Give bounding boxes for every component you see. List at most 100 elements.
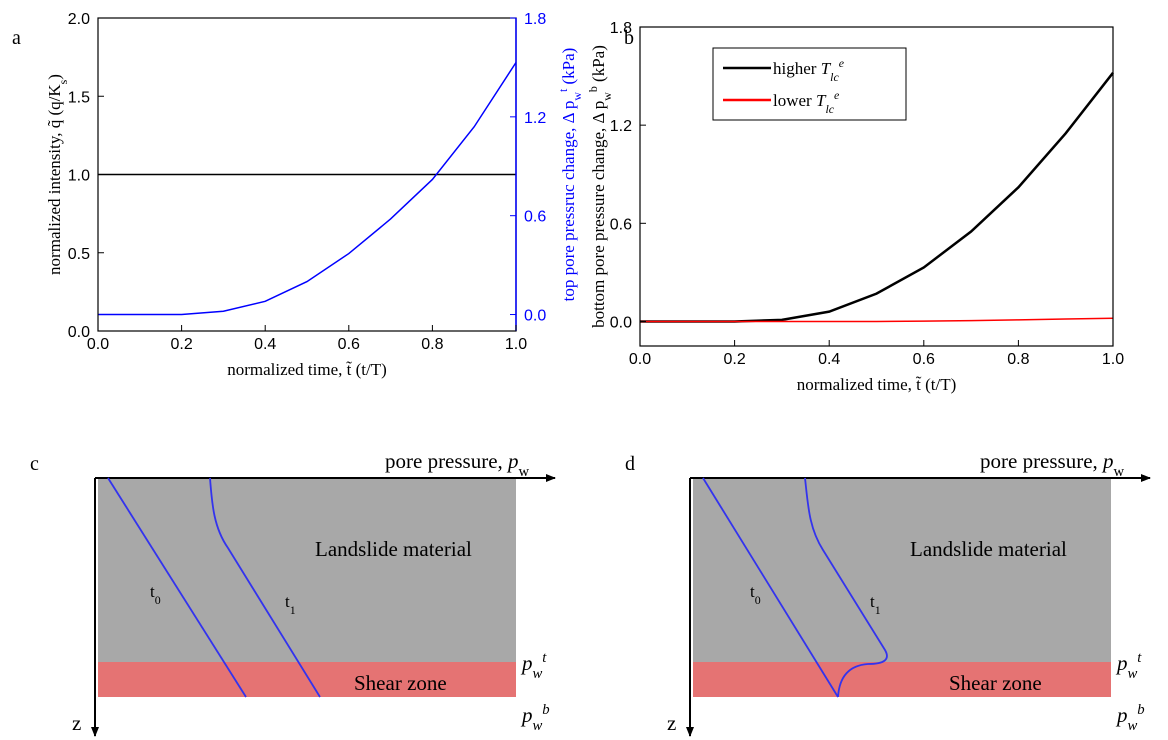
text-run: higher — [773, 59, 821, 78]
text-run: b — [542, 702, 549, 718]
data-line — [640, 317, 1114, 323]
text-run: pore pressure, — [385, 449, 508, 473]
text-run: p — [520, 703, 533, 727]
curve-label: t0 — [150, 582, 161, 607]
data-line — [98, 62, 517, 316]
text-run: bottom pore pressure change, Δ p — [589, 101, 608, 328]
text-run: w — [1128, 666, 1138, 682]
x-tick-label: 0.0 — [87, 336, 109, 353]
axis-label: pore pressure, pw — [980, 449, 1125, 480]
landslide-layer — [693, 478, 1111, 662]
text-run: w — [600, 92, 614, 101]
legend-box — [712, 47, 907, 121]
text-run: w — [533, 718, 543, 734]
text-run: w — [1114, 464, 1125, 480]
y-tick-label: 1.8 — [610, 20, 632, 37]
y2-axis-label: top pore pressruc change, Δ pwt (kPa) — [556, 48, 584, 302]
text-run: lc — [825, 102, 834, 116]
depth-label: z — [667, 711, 676, 735]
text-run: w — [570, 92, 584, 101]
y-axis-label: bottom pore pressure change, Δ pwb (kPa) — [586, 45, 614, 328]
pressure-label: pwt — [1115, 650, 1142, 682]
x-tick-label: 0.0 — [629, 351, 651, 368]
x-tick-label: 0.8 — [421, 336, 443, 353]
profile-t0 — [107, 477, 247, 698]
text-run: t — [150, 582, 155, 601]
text-run: p — [506, 449, 519, 473]
text-run: t — [556, 88, 570, 92]
plot-frame — [639, 26, 1114, 347]
text-run: t — [750, 582, 755, 601]
y-tick-label: 1.0 — [68, 168, 90, 185]
text-run: t — [285, 592, 290, 611]
panel-label: b — [624, 27, 634, 49]
text-run: 1 — [875, 603, 881, 617]
legend-label: lower Tlce — [773, 88, 840, 116]
x-tick-label: 1.0 — [1102, 351, 1124, 368]
panel-label: c — [30, 453, 39, 475]
layer-label: Shear zone — [354, 671, 447, 695]
y-tick-label: 1.2 — [610, 118, 632, 135]
text-run: b — [586, 86, 600, 92]
x-tick-label: 1.0 — [505, 336, 527, 353]
x-tick-label: 0.8 — [1007, 351, 1029, 368]
text-run: T — [816, 91, 827, 110]
text-run: b — [1137, 702, 1144, 718]
text-run: (kPa) — [559, 48, 578, 89]
text-run: top pore pressruc change, Δ p — [559, 101, 578, 302]
text-run: T — [821, 59, 832, 78]
text-run: t — [870, 592, 875, 611]
text-run: w — [519, 464, 530, 480]
pressure-label: pwb — [520, 702, 550, 734]
text-run: e — [839, 56, 845, 70]
text-run: ) — [45, 74, 64, 80]
text-run: t — [1137, 650, 1142, 666]
panel-label: d — [625, 453, 635, 475]
y-axis-label: normalized intensity, q̃ (q/Ks) — [45, 74, 70, 275]
text-run: s — [56, 79, 70, 84]
text-run: (kPa) — [589, 45, 608, 86]
text-run: p — [1115, 703, 1128, 727]
text-run: lower — [773, 91, 816, 110]
layer-label: Shear zone — [949, 671, 1042, 695]
text-run: w — [533, 666, 543, 682]
panel-label: a — [12, 27, 21, 49]
curve-label: t1 — [870, 592, 881, 617]
y2-tick-label: 0.6 — [524, 209, 546, 226]
pressure-label: pwt — [520, 650, 547, 682]
text-run: p — [520, 651, 533, 675]
profile-t0 — [702, 477, 839, 698]
x-tick-label: 0.6 — [338, 336, 360, 353]
y2-tick-label: 1.2 — [524, 110, 546, 127]
text-run: w — [1128, 718, 1138, 734]
x-tick-label: 0.6 — [913, 351, 935, 368]
x-tick-label: 0.4 — [254, 336, 276, 353]
text-run: normalized intensity, q̃ (q/K — [45, 84, 64, 275]
y-tick-label: 0.5 — [68, 246, 90, 263]
y-tick-label: 1.5 — [68, 89, 90, 106]
y2-tick-label: 1.8 — [524, 11, 546, 28]
legend-label: higher Tlce — [773, 56, 845, 84]
text-run: p — [1101, 449, 1114, 473]
curve-label: t1 — [285, 592, 296, 617]
y-tick-label: 0.0 — [68, 324, 90, 341]
curve-label: t0 — [750, 582, 761, 607]
landslide-layer — [98, 478, 516, 662]
x-axis-label: normalized time, t̃ (t/T) — [797, 375, 957, 394]
text-run: t — [542, 650, 547, 666]
text-run: e — [834, 88, 840, 102]
shear-zone-layer — [98, 662, 516, 697]
layer-label: Landslide material — [910, 537, 1067, 561]
text-run: 1 — [290, 603, 296, 617]
text-run: p — [1115, 651, 1128, 675]
profile-t1 — [804, 477, 888, 698]
depth-label: z — [72, 711, 81, 735]
text-run: pore pressure, — [980, 449, 1103, 473]
axis-label: pore pressure, pw — [385, 449, 530, 480]
text-run: 0 — [755, 593, 761, 607]
profile-t1 — [209, 477, 321, 698]
x-tick-label: 0.2 — [170, 336, 192, 353]
text-run: 0 — [155, 593, 161, 607]
